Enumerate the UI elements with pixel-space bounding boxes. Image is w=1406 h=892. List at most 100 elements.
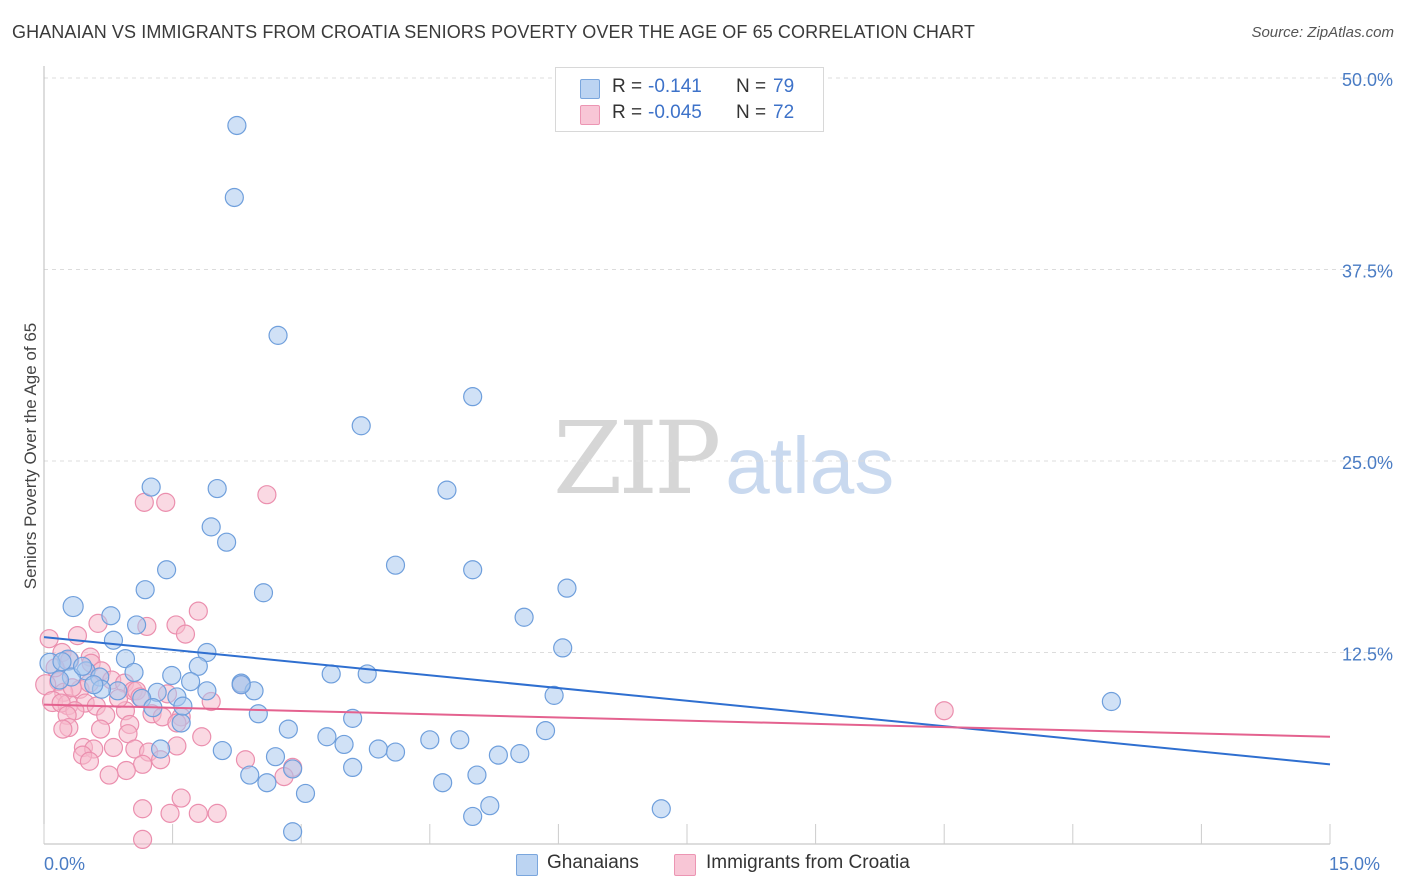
point-ghanaian [52,652,72,672]
point-ghanaian [135,580,155,600]
point-ghanaian [265,747,286,767]
point-ghanaian [557,578,577,598]
point-ghanaian [368,739,388,759]
point-croatia [132,754,153,774]
point-ghanaian [510,744,530,764]
point-ghanaian [217,532,237,552]
series-ghanaians-points [39,115,1121,842]
point-ghanaian [188,656,208,676]
series-legend: Ghanaians Immigrants from Croatia [0,852,1406,878]
point-croatia [167,736,187,756]
point-ghanaian [162,665,182,686]
legend-swatch-ghanaians [516,854,538,876]
point-croatia [156,492,176,512]
point-ghanaian [231,675,251,695]
point-croatia [257,485,277,505]
point-ghanaian [49,670,70,690]
point-croatia [171,788,191,808]
point-ghanaian [651,799,671,819]
point-ghanaian [197,681,217,701]
point-ghanaian [553,638,573,658]
point-croatia [192,727,212,747]
point-ghanaian [343,757,363,778]
point-croatia [175,624,196,644]
point-ghanaian [268,325,288,345]
legend-label-ghanaians: Ghanaians [547,852,639,873]
legend-r-label: R = [612,102,643,123]
point-ghanaian [108,681,128,701]
point-ghanaian [126,615,147,635]
point-ghanaian [224,187,244,208]
point-ghanaian [385,742,406,762]
legend-n-value: 79 [773,76,795,97]
legend-label-croatia: Immigrants from Croatia [706,852,910,873]
point-ghanaian [463,560,483,580]
point-ghanaian [433,773,453,793]
point-ghanaian [201,517,221,537]
point-ghanaian [124,662,144,683]
legend-swatch-pink [580,105,600,125]
grid-lines [44,77,1392,653]
legend-n-label: N = [736,76,767,97]
source-credit: Source: ZipAtlas.com [1251,24,1394,41]
point-croatia [99,765,119,785]
point-ghanaian [488,745,508,765]
correlation-legend: R = -0.141 N = 79 R = -0.045 N = 72 [555,67,824,132]
point-ghanaian [437,480,457,500]
point-croatia [132,829,153,850]
trend-line-croatia [43,703,1331,738]
point-ghanaian [467,765,487,785]
point-ghanaian [420,730,440,750]
point-croatia [207,803,227,823]
point-croatia [53,719,73,739]
point-croatia [132,799,153,819]
point-ghanaian [278,719,298,739]
point-ghanaian [257,773,277,793]
point-ghanaian [173,696,193,716]
point-ghanaian [283,822,303,842]
point-ghanaian [463,806,483,827]
trend-lines [43,636,1331,766]
point-croatia [79,751,100,771]
point-ghanaian [115,649,136,669]
point-ghanaian [1101,691,1121,712]
point-ghanaian [463,387,483,407]
point-ghanaian [321,664,341,684]
legend-swatch-croatia [674,854,696,876]
point-ghanaian [248,704,268,724]
point-ghanaian [156,560,177,580]
point-ghanaian [253,583,274,603]
point-ghanaian [181,672,201,692]
point-ghanaian [334,734,354,755]
point-ghanaian [103,630,124,650]
point-croatia [188,601,208,621]
legend-n-value: 72 [773,102,795,123]
point-ghanaian [480,796,500,816]
point-ghanaian [72,656,93,676]
point-croatia [90,719,111,739]
legend-r-value: -0.141 [648,76,702,97]
point-ghanaian [227,115,247,136]
y-tick-label: 25.0% [1342,453,1393,473]
watermark-atlas: atlas [725,421,895,510]
watermark-zip: ZIP [553,400,721,517]
y-tick-label: 37.5% [1342,262,1393,282]
legend-n-label: N = [736,102,767,123]
y-axis-label: Seniors Poverty Over the Age of 65 [21,323,40,589]
axes [43,66,1331,845]
point-ghanaian [207,478,227,499]
point-croatia [103,737,124,758]
point-ghanaian [535,721,556,741]
point-ghanaian [171,713,191,733]
legend-row-croatia: R = -0.045 N = 72 [556,102,823,126]
point-ghanaian [212,740,232,761]
point-ghanaian [62,595,84,618]
point-ghanaian [84,675,104,695]
point-croatia [160,803,180,823]
legend-row-ghanaians: R = -0.141 N = 79 [556,76,823,100]
x-tick-label: 0.0% [44,854,85,874]
point-ghanaian [450,730,470,750]
point-ghanaian [544,685,564,705]
point-croatia [188,803,208,823]
point-ghanaian [141,477,161,497]
